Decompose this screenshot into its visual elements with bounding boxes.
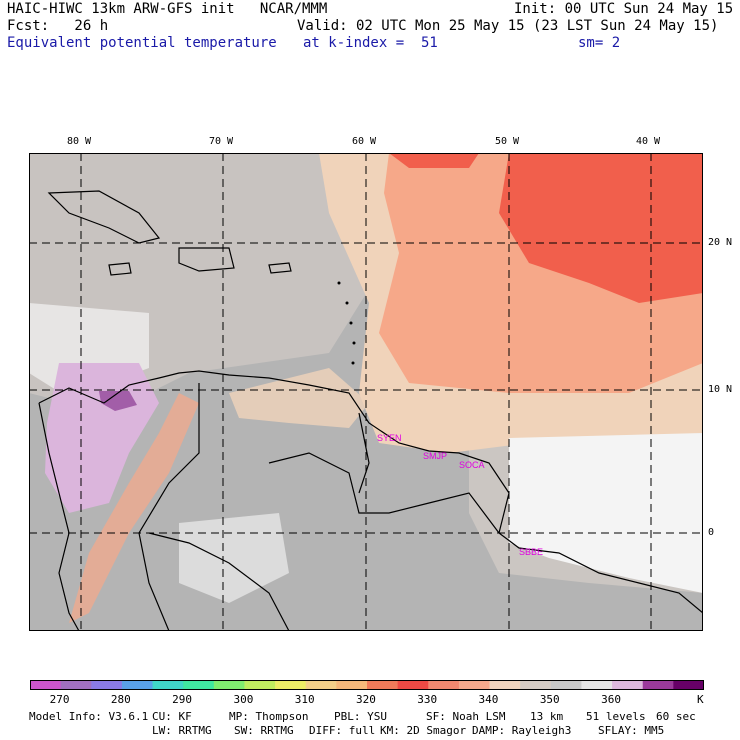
lon-label-40w: 40 W xyxy=(636,136,661,147)
island-dot xyxy=(351,361,355,365)
border-colombia xyxy=(138,383,200,631)
theta-e-map: SYEN SMJP SOCA SBBE xyxy=(29,153,703,631)
colorbar-cell xyxy=(642,680,674,690)
footer-sw: SW: RRTMG xyxy=(234,724,294,737)
footer-damp: DAMP: Rayleigh3 xyxy=(472,724,572,737)
colorbar-label: 280 xyxy=(110,693,131,706)
colorbar-cell xyxy=(121,680,154,690)
level-info: at k-index = 51 xyxy=(303,35,438,51)
colorbar-label: 310 xyxy=(294,693,315,706)
field-peach-coast xyxy=(229,368,369,428)
border-guyana xyxy=(358,412,370,494)
colorbar-cell xyxy=(213,680,245,690)
island-dot xyxy=(352,341,356,345)
lon-label-80w: 80 W xyxy=(67,136,92,147)
forecast-hour: Fcst: 26 h xyxy=(7,18,109,34)
colorbar-cell xyxy=(30,680,62,690)
colorbar-cell xyxy=(244,680,276,690)
colorbar-label: 290 xyxy=(172,693,193,706)
smoothing-info: sm= 2 xyxy=(578,35,621,51)
map-frame xyxy=(29,153,703,631)
footer-diff: DIFF: full xyxy=(309,724,376,737)
valid-time: Valid: 02 UTC Mon 25 May 15 (23 LST Sun … xyxy=(297,18,719,34)
colorbar-unit: K xyxy=(697,693,704,706)
coast-hispaniola xyxy=(178,247,235,272)
field-red-north xyxy=(389,153,479,168)
colorbar-cell xyxy=(550,680,582,690)
coast-cuba xyxy=(47,190,161,244)
colorbar-cell xyxy=(60,680,92,690)
colorbar-cell xyxy=(367,680,399,690)
colorbar-cell xyxy=(336,680,368,690)
footer-lw: LW: RRTMG xyxy=(152,724,212,737)
colorbar-cell xyxy=(520,680,552,690)
coast-south-america-north xyxy=(38,370,703,614)
footer-timestep: 60 sec xyxy=(656,710,696,723)
field-name: Equivalent potential temperature xyxy=(7,35,277,51)
lon-label-60w: 60 W xyxy=(352,136,377,147)
field-purple-pacific xyxy=(99,391,137,411)
station-label-soca: SOCA xyxy=(459,460,485,470)
init-time: Init: 00 UTC Sun 24 May 15 xyxy=(514,1,734,17)
lon-label-70w: 70 W xyxy=(209,136,234,147)
colorbar-cell xyxy=(458,680,491,690)
colorbar-cell xyxy=(612,680,644,690)
colorbar-label: 330 xyxy=(417,693,438,706)
coast-jamaica xyxy=(108,262,132,276)
lon-label-50w: 50 W xyxy=(495,136,520,147)
colorbar-label: 320 xyxy=(356,693,376,706)
colorbar-cell xyxy=(305,680,337,690)
island-dot xyxy=(337,281,341,285)
island-dot xyxy=(345,301,349,305)
station-label-syen: SYEN xyxy=(377,433,402,443)
colorbar-label: 300 xyxy=(233,693,254,706)
footer-sf: SF: Noah LSM xyxy=(426,710,506,723)
colorbar-cell xyxy=(581,680,613,690)
footer-levels: 51 levels xyxy=(586,710,646,723)
field-andes xyxy=(69,393,199,623)
colorbar-cell xyxy=(91,680,123,690)
footer-km: KM: 2D Smagor xyxy=(380,724,467,737)
colorbar-cells xyxy=(30,680,704,690)
lesser-antilles xyxy=(337,281,356,365)
station-label-smjp: SMJP xyxy=(423,451,447,461)
lat-label-20n: 20 N xyxy=(708,237,733,248)
island-dot xyxy=(349,321,353,325)
lat-label-10n: 10 N xyxy=(708,384,733,395)
footer-mp: MP: Thompson xyxy=(229,710,309,723)
colorbar xyxy=(30,680,704,690)
colorbar-cell xyxy=(673,680,704,690)
colorbar-cell xyxy=(428,680,460,690)
graticule xyxy=(29,153,703,631)
colorbar-label: 350 xyxy=(539,693,560,706)
border-venezuela-brazil xyxy=(268,452,500,534)
colorbar-cell xyxy=(489,680,521,690)
border-peru xyxy=(148,532,290,631)
footer-pbl: PBL: YSU xyxy=(334,710,387,723)
colorbar-cell xyxy=(152,680,184,690)
field-white-amazon xyxy=(179,513,289,603)
coast-puerto-rico xyxy=(268,262,292,274)
colorbar-label: 270 xyxy=(49,693,70,706)
footer-resolution: 13 km xyxy=(530,710,564,723)
colorbar-cell xyxy=(275,680,307,690)
colorbar-frame xyxy=(30,680,704,690)
footer-sflay: SFLAY: MM5 xyxy=(598,724,665,737)
plot-title: HAIC-HIWC 13km ARW-GFS init NCAR/MMM xyxy=(7,1,328,17)
colorbar-label: 360 xyxy=(601,693,621,706)
colorbar-cell xyxy=(183,680,215,690)
footer-cu: CU: KF xyxy=(152,710,192,723)
station-label-sbbe: SBBE xyxy=(519,547,543,557)
colorbar-cell xyxy=(397,680,429,690)
field-red-max xyxy=(499,153,703,303)
colorbar-label: 340 xyxy=(478,693,499,706)
lat-label-0: 0 xyxy=(708,527,715,538)
footer-model-info: Model Info: V3.6.1 xyxy=(29,710,149,723)
